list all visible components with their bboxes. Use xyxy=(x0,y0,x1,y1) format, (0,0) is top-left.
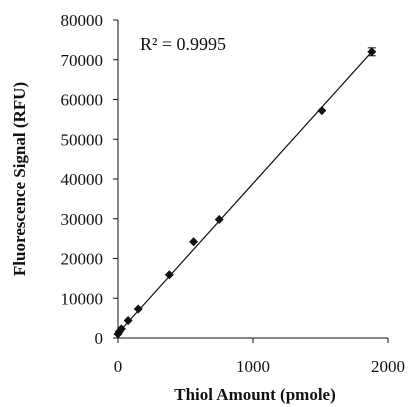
y-tick-label: 50000 xyxy=(61,130,104,149)
x-tick-label: 1000 xyxy=(236,357,270,376)
data-point xyxy=(123,316,133,326)
y-tick-label: 60000 xyxy=(61,91,104,110)
data-point xyxy=(214,215,224,225)
y-tick-label: 70000 xyxy=(61,51,104,70)
data-point xyxy=(317,106,327,116)
y-tick-label: 20000 xyxy=(61,250,104,269)
axes xyxy=(117,20,388,339)
y-tick-label: 40000 xyxy=(61,170,104,189)
y-tick-label: 10000 xyxy=(61,289,104,308)
data-point xyxy=(367,47,377,57)
trend-line xyxy=(117,51,373,334)
x-tick-label: 0 xyxy=(114,357,123,376)
x-axis-ticks: 0 1000 2000 xyxy=(114,338,405,376)
data-point xyxy=(189,237,199,247)
data-point xyxy=(116,324,126,334)
y-axis-ticks: 0 10000 20000 30000 40000 50000 60000 70000 8000… xyxy=(61,11,118,348)
data-point xyxy=(133,304,143,314)
x-tick-label: 2000 xyxy=(371,357,405,376)
y-tick-label: 0 xyxy=(95,329,104,348)
x-axis-title: Thiol Amount (pmole) xyxy=(174,385,336,404)
y-tick-label: 80000 xyxy=(61,11,104,30)
data-point xyxy=(164,270,174,280)
y-axis-title: Fluorescence Signal (RFU) xyxy=(10,82,29,276)
data-points xyxy=(113,47,377,339)
r-squared-annotation: R² = 0.9995 xyxy=(140,34,226,54)
trend-line-group xyxy=(117,51,373,334)
y-tick-label: 30000 xyxy=(61,210,104,229)
